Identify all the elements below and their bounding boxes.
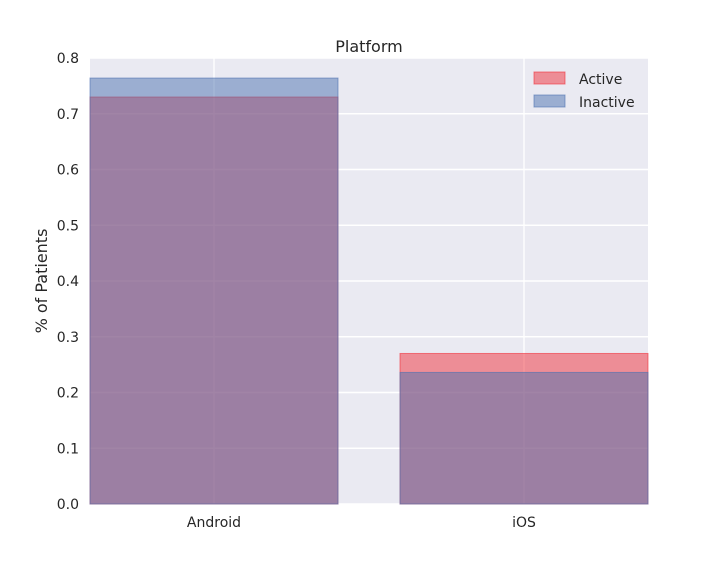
bar-inactive-ios xyxy=(399,371,649,505)
legend-swatch-active xyxy=(533,71,566,85)
chart-title: Platform xyxy=(335,37,402,56)
x-tick-label: Android xyxy=(187,515,241,531)
y-tick-label: 0.4 xyxy=(57,274,79,290)
legend-label-inactive: Inactive xyxy=(579,95,635,111)
legend-label-active: Active xyxy=(579,72,622,88)
y-tick-label: 0.1 xyxy=(57,441,79,457)
legend-swatch-inactive xyxy=(533,94,566,108)
bar-inactive-android xyxy=(89,77,339,505)
y-tick-label: 0.6 xyxy=(57,163,79,179)
legend: Active Inactive xyxy=(533,71,635,111)
y-axis-label: % of Patients xyxy=(32,229,51,334)
x-axis-ticks: Android iOS xyxy=(187,515,536,531)
y-tick-label: 0.3 xyxy=(57,330,79,346)
y-tick-label: 0.5 xyxy=(57,218,79,234)
x-tick-label: iOS xyxy=(512,515,536,531)
y-tick-label: 0.8 xyxy=(57,51,79,67)
y-axis-ticks: 0.0 0.1 0.2 0.3 0.4 0.5 0.6 0.7 0.8 xyxy=(57,51,79,513)
bars xyxy=(89,77,649,505)
y-tick-label: 0.0 xyxy=(57,497,79,513)
y-tick-label: 0.7 xyxy=(57,107,79,123)
y-tick-label: 0.2 xyxy=(57,386,79,402)
